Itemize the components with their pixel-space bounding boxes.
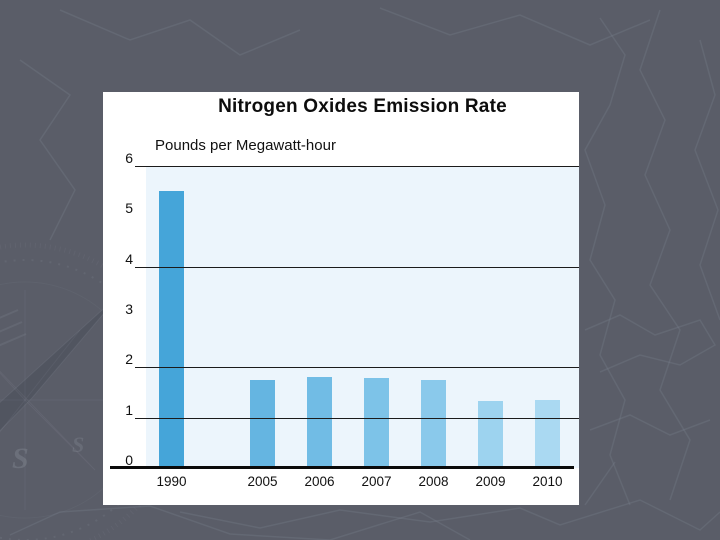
svg-text:S: S bbox=[72, 432, 84, 457]
x-tick-label-2006: 2006 bbox=[304, 474, 335, 489]
chart-title: Nitrogen Oxides Emission Rate bbox=[218, 96, 507, 117]
x-tick-label-2007: 2007 bbox=[361, 474, 392, 489]
bar-2010 bbox=[535, 400, 560, 468]
y-tick-label-6: 6 bbox=[125, 150, 133, 166]
bar-2007 bbox=[364, 378, 389, 468]
bar-1990 bbox=[159, 191, 184, 468]
y-tick-label-3: 3 bbox=[125, 301, 133, 317]
x-tick-label-2010: 2010 bbox=[532, 474, 563, 489]
x-tick-label-2008: 2008 bbox=[418, 474, 449, 489]
chart-panel: Nitrogen Oxides Emission Rate Pounds per… bbox=[103, 92, 579, 505]
x-axis-line bbox=[110, 466, 574, 469]
plot-area bbox=[146, 166, 579, 468]
y-tick-label-0: 0 bbox=[125, 452, 133, 468]
x-tick-label-2005: 2005 bbox=[247, 474, 278, 489]
x-tick-label-2009: 2009 bbox=[475, 474, 506, 489]
chart-unit-label: Pounds per Megawatt-hour bbox=[155, 137, 336, 154]
bar-2005 bbox=[250, 380, 275, 468]
gridline-y6 bbox=[135, 166, 579, 167]
bar-2008 bbox=[421, 380, 446, 468]
gridline-y2 bbox=[135, 367, 579, 368]
svg-text:S: S bbox=[12, 442, 29, 475]
y-tick-label-1: 1 bbox=[125, 402, 133, 418]
gridline-y1 bbox=[135, 418, 579, 419]
y-tick-label-5: 5 bbox=[125, 200, 133, 216]
y-tick-label-4: 4 bbox=[125, 251, 133, 267]
y-tick-label-2: 2 bbox=[125, 351, 133, 367]
map-outline-watermark bbox=[9, 7, 720, 540]
bar-2009 bbox=[478, 401, 503, 468]
gridline-y4 bbox=[135, 267, 579, 268]
x-tick-label-1990: 1990 bbox=[156, 474, 187, 489]
bar-2006 bbox=[307, 377, 332, 468]
